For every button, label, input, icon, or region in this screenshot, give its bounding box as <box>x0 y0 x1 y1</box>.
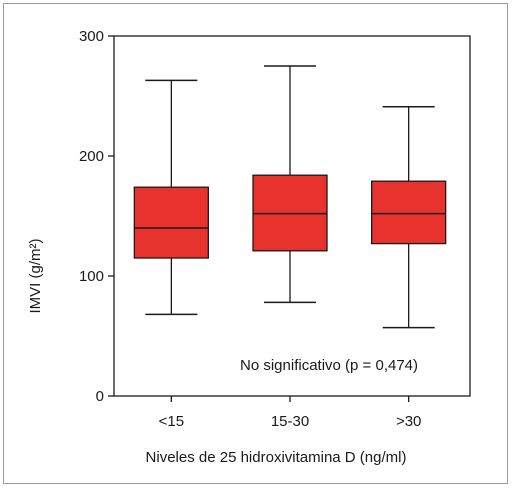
significance-annotation: No significativo (p = 0,474) <box>240 357 418 374</box>
iqr-box <box>371 180 447 245</box>
x-axis-title: Niveles de 25 hidroxivitamina D (ng/ml) <box>146 449 407 466</box>
x-axis: <15 15-30 >30 <box>159 396 421 430</box>
y-axis-title: IMVI (g/m²) <box>27 239 44 314</box>
iqr-box <box>133 186 209 259</box>
box-plot-chart: 0 100 200 300 <15 15-30 >30 No significativo … <box>27 28 471 466</box>
y-tick-label: 300 <box>79 28 104 45</box>
box-group <box>371 106 447 329</box>
y-axis: 0 100 200 300 <box>79 28 114 405</box>
box-group <box>133 79 209 316</box>
y-tick-label: 200 <box>79 148 104 165</box>
plot-area <box>113 35 471 397</box>
x-tick-label: <15 <box>159 413 184 430</box>
x-tick-label: 15-30 <box>271 413 309 430</box>
figure-frame: 0 100 200 300 <15 15-30 >30 No significativo … <box>3 3 508 484</box>
box-group <box>252 65 328 304</box>
y-tick-label: 0 <box>96 388 104 405</box>
boxes-layer <box>133 65 447 329</box>
y-tick-label: 100 <box>79 268 104 285</box>
x-tick-label: >30 <box>396 413 421 430</box>
